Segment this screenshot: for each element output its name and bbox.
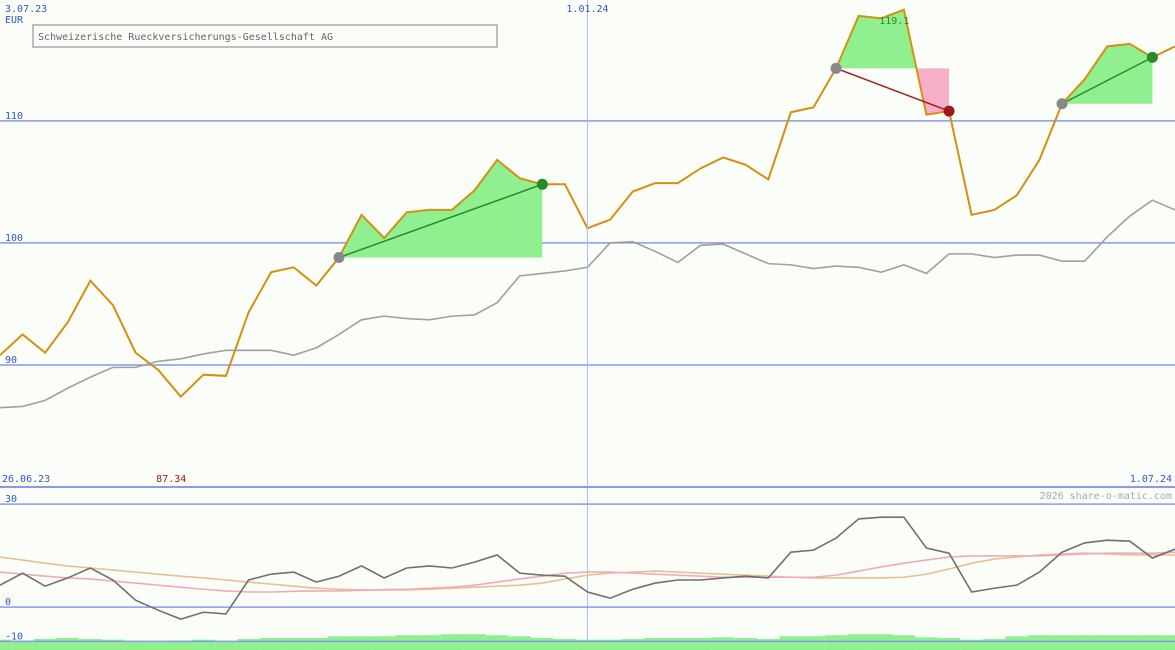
bar	[1073, 635, 1096, 650]
trade-line	[338, 183, 543, 259]
bar	[146, 642, 170, 650]
annotation: 87.34	[156, 474, 186, 485]
bar	[937, 637, 961, 650]
trade-entry	[830, 62, 842, 74]
bar	[779, 636, 803, 650]
trade-loss-area	[836, 68, 950, 115]
bar	[282, 637, 306, 650]
bar	[485, 635, 509, 650]
bar	[1118, 635, 1142, 650]
title-box	[32, 24, 498, 48]
y-tick-label: -10	[5, 631, 23, 642]
trade-exit	[943, 105, 955, 117]
y-tick-label: 90	[5, 355, 17, 366]
bar	[643, 637, 667, 650]
bar	[259, 637, 283, 650]
bar	[0, 639, 12, 650]
unit-label: EUR	[5, 15, 24, 26]
y-tick-label: 0	[5, 597, 11, 608]
trade-line	[1061, 56, 1153, 105]
bar	[350, 636, 373, 650]
x-tick-label: 3.07.23	[5, 4, 47, 15]
bar	[756, 639, 780, 650]
bar	[711, 637, 735, 650]
bar	[192, 639, 215, 650]
chart-title: Schweizerische Rueckversicherungs-Gesell…	[38, 32, 333, 43]
bar	[56, 637, 80, 650]
bar	[79, 639, 102, 650]
bar	[1163, 635, 1175, 650]
series-line	[0, 552, 1175, 591]
y-tick-label: 110	[5, 111, 23, 122]
bar	[508, 636, 532, 650]
bar	[1050, 635, 1074, 650]
bar	[1095, 635, 1119, 650]
bar	[1005, 636, 1029, 650]
bar	[824, 635, 848, 650]
trade-exit	[1146, 51, 1158, 63]
bar	[666, 637, 690, 650]
bar	[1028, 635, 1051, 650]
annotation: 119.1	[879, 16, 909, 27]
range-start: 26.06.23	[2, 474, 50, 485]
bar	[418, 635, 441, 650]
trade-line	[835, 67, 950, 112]
bar	[237, 639, 260, 650]
y-tick-label: 100	[5, 233, 23, 244]
trade-exit	[536, 178, 548, 190]
bar	[553, 639, 577, 650]
plot-area	[0, 503, 1175, 650]
trade-gain-area	[338, 159, 543, 258]
bar	[395, 635, 419, 650]
trade-entry	[333, 252, 345, 264]
bar	[531, 637, 554, 650]
bar	[982, 639, 1006, 650]
x-tick-label: 1.01.24	[566, 4, 608, 15]
bar	[689, 637, 712, 650]
bar	[372, 636, 396, 650]
bar	[327, 636, 351, 650]
bar	[124, 641, 147, 650]
range-end: 1.07.24	[1130, 474, 1172, 485]
series-line	[0, 516, 1175, 620]
bar	[621, 639, 644, 650]
bar	[598, 639, 622, 650]
bar	[960, 639, 983, 650]
bar	[101, 639, 125, 650]
bar	[892, 635, 916, 650]
bar	[576, 639, 599, 650]
trade-entry	[1056, 98, 1068, 110]
watermark: 2026 share-o-matic.com	[1040, 491, 1172, 502]
bar	[1141, 635, 1164, 650]
bar	[11, 640, 34, 650]
bar	[734, 637, 757, 650]
trade-gain-area	[836, 9, 917, 69]
bar	[915, 637, 938, 650]
trade-gain-area	[1062, 43, 1153, 104]
bar	[802, 636, 825, 650]
y-tick-label: 30	[5, 494, 17, 505]
bar	[169, 640, 193, 650]
bar	[214, 641, 238, 650]
bar	[33, 639, 57, 650]
series-line	[0, 551, 1175, 593]
bar	[305, 637, 328, 650]
